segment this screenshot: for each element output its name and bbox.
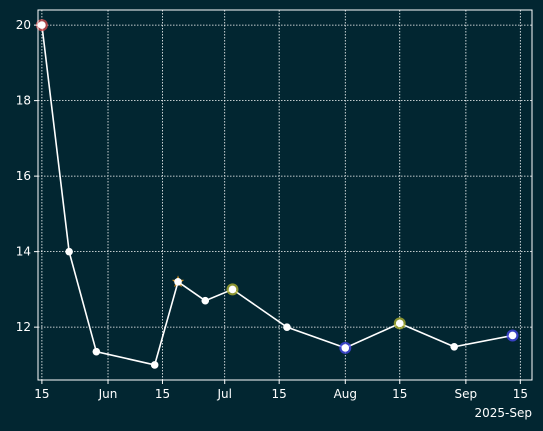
x-tick-label: 15 — [34, 387, 49, 401]
data-point — [341, 344, 350, 352]
y-tick-label: 14 — [16, 245, 31, 259]
data-points — [35, 19, 519, 369]
plot-frame — [37, 9, 533, 381]
data-point — [228, 285, 237, 294]
data-point — [38, 21, 46, 29]
series-line — [41, 25, 513, 366]
x-tick-label: 15 — [155, 387, 170, 401]
y-tick-label: 18 — [16, 94, 31, 108]
data-point — [450, 342, 459, 351]
grid — [38, 10, 532, 380]
data-point — [201, 296, 210, 305]
x-tick-label: 15 — [272, 387, 287, 401]
data-point — [395, 319, 404, 328]
x-tick-label: Sep — [455, 387, 478, 401]
y-tick-label: 20 — [16, 18, 31, 32]
data-point — [174, 278, 182, 286]
axis-ticks: 15 Jun 15 Jul 15 Aug 15 Sep 15 12 14 16 18 20 — [16, 18, 528, 401]
series-line-path — [41, 25, 513, 366]
x-axis-offset-label: 2025-Sep — [475, 406, 533, 420]
data-point — [150, 361, 159, 369]
data-point — [65, 247, 73, 256]
x-tick-label: Jul — [216, 387, 231, 401]
y-tick-label: 12 — [16, 320, 31, 334]
data-point — [508, 331, 517, 340]
x-tick-label: Aug — [334, 387, 357, 401]
x-tick-label: 15 — [513, 387, 528, 401]
y-tick-label: 16 — [16, 169, 31, 183]
x-tick-label: 15 — [392, 387, 407, 401]
data-point — [92, 347, 101, 356]
x-tick-label: Jun — [98, 387, 118, 401]
data-point — [283, 323, 291, 331]
